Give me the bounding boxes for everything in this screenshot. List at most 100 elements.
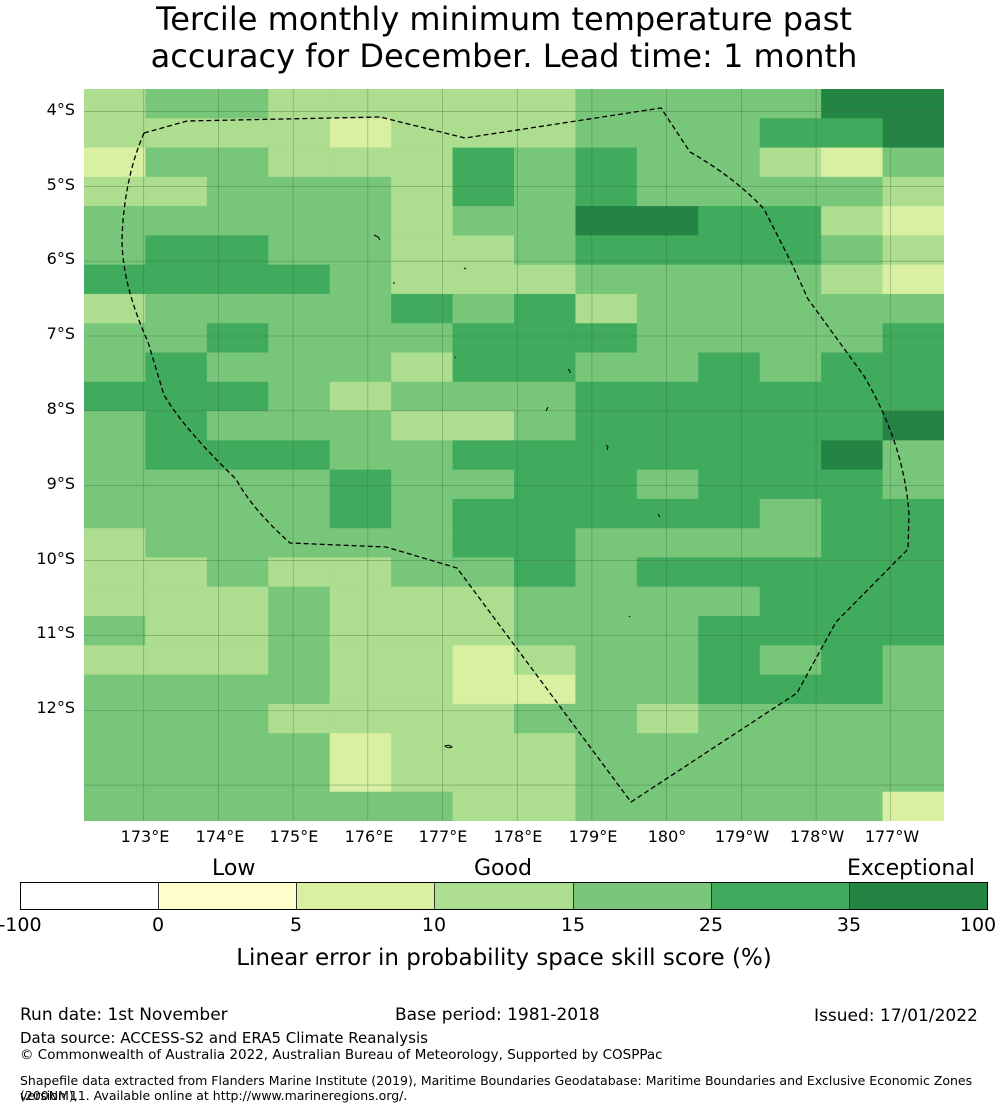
heatmap-cell [452, 206, 515, 236]
heatmap-cell [452, 733, 515, 764]
heatmap-cell [821, 528, 884, 559]
heatmap-cell [821, 235, 884, 266]
heatmap-cell [206, 323, 269, 354]
heatmap-cell [84, 206, 147, 236]
heatmap-cell [391, 264, 454, 295]
heatmap-cell [329, 703, 392, 734]
heatmap-cell [636, 645, 699, 676]
heatmap-cell [821, 264, 884, 295]
colorbar-segment [21, 883, 160, 909]
heatmap-cell [391, 674, 454, 705]
heatmap-cell [268, 762, 331, 793]
heatmap-cell [821, 645, 884, 676]
lon-label-177w: 177°W [864, 827, 920, 846]
heatmap-cell [84, 235, 147, 266]
heatmap-cell [882, 528, 944, 559]
island-outline [545, 406, 549, 412]
heatmap-cell [759, 381, 822, 412]
heatmap-cell [882, 703, 944, 734]
heatmap-cell [452, 528, 515, 559]
heatmap-cell [575, 381, 638, 412]
colorbar-segment [849, 883, 987, 909]
heatmap-cell [759, 791, 822, 821]
island-outline [657, 513, 661, 518]
heatmap-cell [391, 557, 454, 588]
heatmap-cell [882, 557, 944, 588]
heatmap-cell [452, 616, 515, 646]
heatmap-cell [575, 616, 638, 646]
heatmap-cell [84, 293, 147, 324]
heatmap-cell [329, 264, 392, 295]
heatmap-cell [759, 469, 822, 500]
heatmap-cell [329, 586, 392, 617]
heatmap-cell [759, 762, 822, 793]
heatmap-cell [391, 147, 454, 178]
heatmap-cell [759, 411, 822, 441]
heatmap-cell [759, 118, 822, 149]
heatmap-cell [759, 557, 822, 588]
heatmap-cell [84, 264, 147, 295]
heatmap-cell [329, 469, 392, 500]
heatmap-cell [882, 323, 944, 354]
heatmap-cell [821, 118, 884, 149]
heatmap-cell [84, 147, 147, 178]
colorbar-category-exceptional: Exceptional [847, 856, 975, 881]
heatmap-cell [391, 469, 454, 500]
heatmap-cell [821, 762, 884, 793]
heatmap-cell [575, 176, 638, 207]
colorbar-segment [711, 883, 850, 909]
heatmap-cell [452, 147, 515, 178]
heatmap-cell [575, 264, 638, 295]
heatmap-cell [636, 616, 699, 646]
heatmap-cell [514, 762, 577, 793]
data-source: Data source: ACCESS-S2 and ERA5 Climate … [20, 1029, 428, 1047]
heatmap-cell [206, 498, 269, 529]
heatmap-cell [514, 703, 577, 734]
heatmap-cell [145, 557, 208, 588]
heatmap-cell [206, 235, 269, 266]
lon-label-175e: 175°E [269, 827, 319, 846]
heatmap-cell [759, 147, 822, 178]
heatmap-cell [391, 89, 454, 119]
heatmap-cell [636, 381, 699, 412]
heatmap-cell [514, 498, 577, 529]
heatmap-cell [268, 440, 331, 471]
heatmap-cell [882, 791, 944, 821]
heatmap-cell [575, 469, 638, 500]
heatmap-cell [84, 703, 147, 734]
heatmap-cell [206, 557, 269, 588]
heatmap-cell [882, 469, 944, 500]
heatmap-cell [698, 176, 761, 207]
heatmap-cell [145, 118, 208, 149]
heatmap-cell [636, 791, 699, 821]
island-outline [463, 267, 467, 270]
heatmap-cell [759, 498, 822, 529]
heatmap-cell [759, 440, 822, 471]
island-outline [628, 615, 631, 618]
heatmap-cell [329, 498, 392, 529]
heatmap-cell [452, 469, 515, 500]
heatmap-cell [268, 411, 331, 441]
heatmap-cell [84, 323, 147, 354]
heatmap-cell [882, 381, 944, 412]
heatmap-cell [821, 557, 884, 588]
heatmap-cell [514, 645, 577, 676]
heatmap-cell [391, 703, 454, 734]
heatmap-cell [206, 616, 269, 646]
heatmap-cell [882, 586, 944, 617]
heatmap-cell [821, 440, 884, 471]
heatmap-cell [145, 352, 208, 383]
run-date: Run date: 1st November [20, 1005, 228, 1025]
heatmap-cell [329, 557, 392, 588]
heatmap-cell [452, 440, 515, 471]
heatmap-cell [882, 645, 944, 676]
heatmap-cell [206, 293, 269, 324]
colorbar-tick: 100 [959, 914, 997, 936]
skill-score-map [84, 89, 944, 821]
heatmap-cell [84, 733, 147, 764]
heatmap-cell [882, 674, 944, 705]
heatmap-cell [636, 264, 699, 295]
colorbar-segment [435, 883, 574, 909]
heatmap-cell [391, 176, 454, 207]
heatmap-cell [821, 147, 884, 178]
